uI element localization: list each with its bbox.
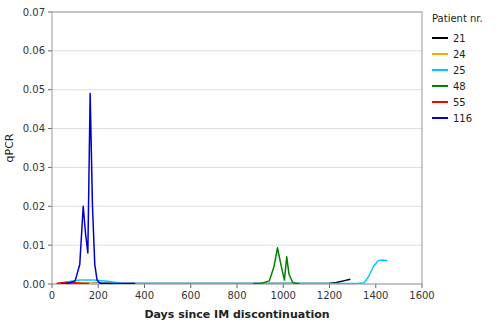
y-tick: [48, 206, 52, 207]
x-tick-label: 1000: [271, 290, 296, 301]
y-grid-line: [52, 50, 422, 51]
x-tick: [375, 284, 376, 288]
legend-swatch: [432, 85, 448, 87]
legend-label: 24: [453, 49, 466, 60]
legend-title: Patient nr.: [432, 13, 483, 24]
chart: 0.00 0.01 0.02 0.03 0.04 0.05 0.06 0.07 0 200 400 6…: [0, 0, 500, 328]
x-tick-label: 1600: [409, 290, 434, 301]
x-tick: [237, 284, 238, 288]
legend-swatch: [432, 101, 448, 103]
y-tick-label: 0.06: [23, 45, 45, 56]
x-tick: [190, 284, 191, 288]
background: [0, 0, 500, 328]
x-axis-label: Days since IM discontinuation: [144, 308, 329, 321]
legend-swatch: [432, 69, 448, 71]
y-axis-label: qPCR: [3, 133, 16, 162]
legend-label: 55: [453, 97, 466, 108]
legend-swatch: [432, 37, 448, 39]
x-tick-label: 200: [89, 290, 108, 301]
y-tick-label: 0.00: [23, 279, 45, 290]
x-tick: [144, 284, 145, 288]
y-grid-line: [52, 167, 422, 168]
x-tick-label: 1400: [363, 290, 388, 301]
y-tick: [48, 245, 52, 246]
y-tick: [48, 167, 52, 168]
y-tick-label: 0.02: [23, 201, 45, 212]
y-tick-label: 0.03: [23, 162, 45, 173]
legend-swatch: [432, 53, 448, 55]
legend-label: 21: [453, 33, 466, 44]
y-tick: [48, 50, 52, 51]
y-tick: [48, 89, 52, 90]
series-line: [59, 260, 387, 284]
y-tick-label: 0.05: [23, 84, 45, 95]
x-tick: [52, 284, 53, 288]
series-line: [253, 248, 299, 284]
y-grid-line: [52, 245, 422, 246]
series-line: [61, 94, 135, 284]
x-tick-label: 400: [135, 290, 154, 301]
x-tick-label: 0: [49, 290, 55, 301]
series-group: [57, 94, 388, 284]
y-tick: [48, 128, 52, 129]
legend: Patient nr. 21 24 25 48 55 116: [432, 13, 483, 124]
y-grid-line: [52, 128, 422, 129]
plot-frame: [52, 12, 422, 284]
legend-swatch: [432, 117, 448, 119]
y-tick-label: 0.01: [23, 240, 45, 251]
x-axis: 0 200 400 600 800 1000 1200 1400 1600: [49, 284, 435, 301]
x-tick: [283, 284, 284, 288]
x-tick: [422, 284, 423, 288]
x-tick-label: 600: [181, 290, 200, 301]
y-tick-label: 0.04: [23, 123, 45, 134]
legend-label: 25: [453, 65, 466, 76]
x-tick-label: 1200: [317, 290, 342, 301]
y-grid-line: [52, 89, 422, 90]
legend-label: 116: [453, 113, 472, 124]
y-grid-line: [52, 206, 422, 207]
x-tick-label: 800: [227, 290, 246, 301]
x-tick: [98, 284, 99, 288]
y-tick: [48, 12, 52, 13]
y-tick-label: 0.07: [23, 7, 45, 18]
y-axis: 0.00 0.01 0.02 0.03 0.04 0.05 0.06 0.07: [23, 7, 422, 290]
legend-label: 48: [453, 81, 466, 92]
y-tick: [48, 284, 52, 285]
x-tick: [329, 284, 330, 288]
